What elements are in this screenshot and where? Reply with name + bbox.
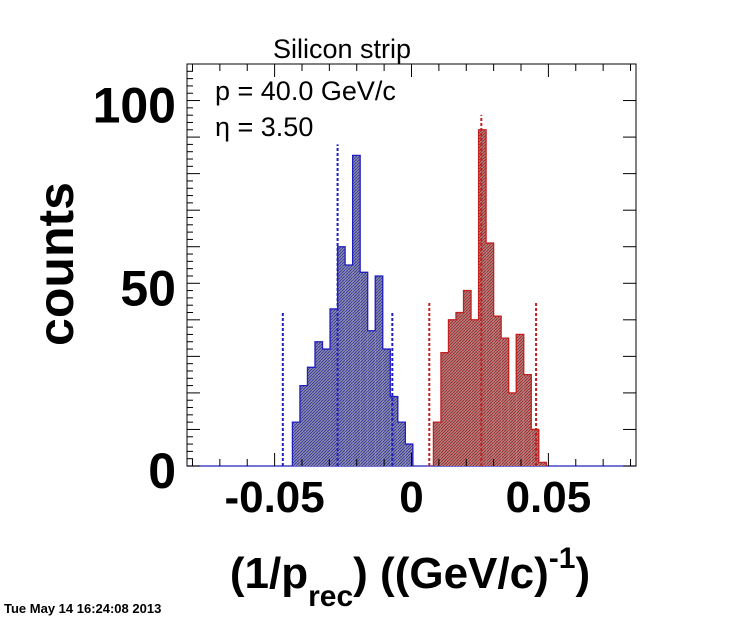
- histogram-bar: [433, 422, 441, 466]
- eta-annotation: η = 3.50: [215, 112, 313, 142]
- histogram-bar: [299, 385, 308, 466]
- x-tick-label: 0.05: [506, 473, 592, 522]
- histogram-bar: [486, 243, 494, 466]
- histogram-bar: [478, 129, 487, 467]
- histogram-layer: [187, 115, 636, 467]
- histogram-outline: [291, 154, 414, 466]
- histogram-bar: [390, 396, 398, 466]
- histogram-bar: [455, 312, 464, 466]
- histogram-bar: [448, 319, 456, 466]
- histogram-bar: [501, 338, 509, 466]
- histogram-bar: [367, 330, 376, 466]
- y-tick-label: 50: [120, 260, 176, 316]
- histogram-bar: [516, 334, 524, 466]
- histogram-bar: [397, 422, 406, 466]
- y-tick-label: 0: [148, 443, 176, 499]
- tick-layer: 0 50 100 -0.05 0 0.05: [93, 63, 636, 522]
- histogram-bar: [531, 429, 539, 466]
- histogram-bar: [523, 374, 532, 466]
- histogram-bar: [508, 392, 517, 466]
- histogram-bar: [382, 349, 391, 466]
- chart-title: Silicon strip: [273, 34, 411, 64]
- histogram-bar: [471, 319, 479, 466]
- histogram-bar: [493, 316, 502, 466]
- y-tick-label: 100: [93, 78, 176, 134]
- x-axis-label: (1/prec) ((GeV/c)-1): [230, 542, 590, 613]
- histogram-bar: [330, 308, 338, 466]
- histogram-bar: [322, 349, 331, 466]
- histogram-bar: [440, 352, 449, 466]
- momentum-annotation: p = 40.0 GeV/c: [215, 76, 396, 106]
- x-tick-label: 0: [399, 473, 423, 522]
- histogram-bar: [538, 462, 547, 466]
- histogram-bar: [345, 265, 353, 466]
- histogram-bar: [360, 272, 368, 466]
- y-axis-label: counts: [28, 182, 84, 346]
- histogram-bar: [337, 246, 346, 466]
- timestamp: Tue May 14 16:24:08 2013: [4, 601, 161, 616]
- histogram-bar: [463, 290, 472, 466]
- histogram-bar: [307, 367, 315, 466]
- histogram-bar: [314, 341, 323, 466]
- x-tick-label: -0.05: [224, 473, 324, 522]
- histogram-outline: [432, 129, 547, 466]
- histogram-bar: [405, 444, 413, 466]
- histogram-bar: [292, 422, 300, 466]
- histogram-bar: [375, 275, 383, 466]
- histogram-bar: [352, 155, 361, 466]
